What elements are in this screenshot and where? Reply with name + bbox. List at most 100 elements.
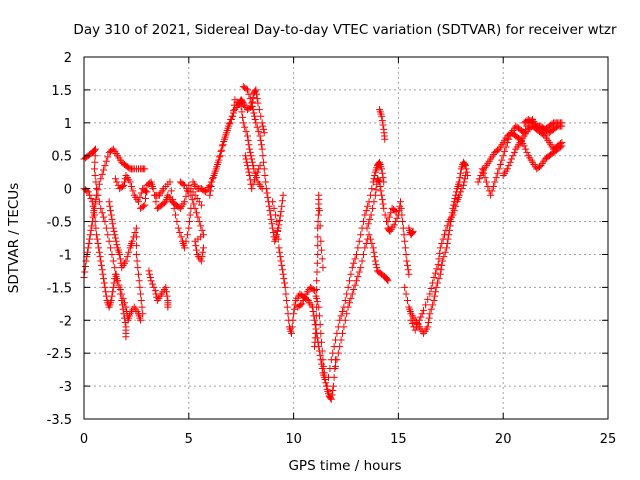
data-point xyxy=(501,147,509,155)
data-point xyxy=(315,191,323,199)
data-point xyxy=(257,136,265,144)
data-point xyxy=(242,85,250,93)
data-point xyxy=(152,198,160,206)
data-point xyxy=(243,132,251,140)
data-point xyxy=(314,211,322,219)
data-point xyxy=(343,310,351,318)
data-point xyxy=(391,207,399,215)
data-point xyxy=(384,277,392,285)
data-point xyxy=(361,244,369,252)
data-point xyxy=(477,171,485,179)
y-tick-label: 1 xyxy=(64,117,72,132)
data-point xyxy=(441,231,449,239)
data-point xyxy=(267,215,275,223)
data-point xyxy=(216,153,224,161)
series-track-s xyxy=(363,175,413,278)
data-point xyxy=(129,187,137,195)
data-point xyxy=(86,235,94,243)
data-point xyxy=(379,200,387,208)
data-point xyxy=(206,191,214,199)
data-point xyxy=(452,202,460,210)
data-point xyxy=(318,255,326,263)
data-point xyxy=(243,86,251,94)
y-tick-label: -0.5 xyxy=(47,216,72,231)
data-point xyxy=(313,268,321,276)
data-point xyxy=(192,209,200,217)
data-point xyxy=(282,290,290,298)
series-track-aa xyxy=(499,122,566,179)
data-point xyxy=(219,141,227,149)
data-point xyxy=(252,86,260,94)
data-point xyxy=(134,198,142,206)
data-point xyxy=(314,233,322,241)
data-point xyxy=(115,283,123,291)
data-point xyxy=(98,209,106,217)
x-tick-label: 15 xyxy=(390,432,407,447)
data-point xyxy=(218,146,226,154)
data-point xyxy=(390,221,398,229)
data-point xyxy=(126,178,134,186)
data-point xyxy=(441,248,449,256)
data-point xyxy=(309,307,317,315)
data-point xyxy=(431,288,439,296)
data-point xyxy=(102,224,110,232)
data-point xyxy=(141,195,149,203)
data-point xyxy=(112,237,120,245)
chart-title: Day 310 of 2021, Sidereal Day-to-day VTE… xyxy=(73,22,617,38)
data-point xyxy=(90,209,98,217)
data-point xyxy=(151,287,159,295)
data-point xyxy=(381,135,389,143)
data-point xyxy=(107,244,115,252)
data-point xyxy=(217,147,225,155)
data-point xyxy=(427,284,435,292)
data-point xyxy=(245,90,253,98)
data-point xyxy=(109,288,117,296)
data-point xyxy=(125,248,133,256)
data-point xyxy=(97,175,105,183)
data-point xyxy=(274,235,282,243)
data-point xyxy=(491,178,499,186)
data-point xyxy=(336,343,344,351)
data-point xyxy=(435,275,443,283)
data-point xyxy=(370,248,378,256)
data-point xyxy=(357,231,365,239)
data-point xyxy=(87,195,95,203)
series-track-c xyxy=(80,145,149,281)
x-tick-label: 10 xyxy=(285,432,302,447)
data-point xyxy=(239,119,247,127)
data-point xyxy=(262,178,270,186)
data-point xyxy=(145,267,153,275)
y-tick-labels: -3.5 -3 -2.5 -2 -1.5 -1 -0.5 0 0.5 1 1.5 2 xyxy=(47,51,72,428)
data-point xyxy=(181,198,189,206)
data-point xyxy=(315,207,323,215)
data-point xyxy=(435,255,443,263)
data-point xyxy=(95,244,103,252)
grid-layer xyxy=(84,57,608,419)
data-point xyxy=(107,211,115,219)
data-point xyxy=(133,257,141,265)
data-point xyxy=(111,264,119,272)
data-point xyxy=(327,394,335,402)
data-point xyxy=(433,265,441,273)
data-point xyxy=(362,207,370,215)
data-point xyxy=(318,246,326,254)
data-point xyxy=(366,215,374,223)
data-point xyxy=(246,145,254,153)
data-point xyxy=(414,320,422,328)
data-point xyxy=(378,112,386,120)
data-point xyxy=(328,391,336,399)
data-point xyxy=(520,142,528,150)
data-point xyxy=(510,148,518,156)
data-point xyxy=(141,201,149,209)
x-tick-label: 5 xyxy=(185,432,193,447)
data-point xyxy=(108,250,116,258)
data-point xyxy=(408,229,416,237)
data-point xyxy=(379,121,387,129)
data-point xyxy=(364,202,372,210)
series-track-w xyxy=(407,171,469,334)
data-point xyxy=(216,152,224,160)
data-point xyxy=(220,135,228,143)
series-track-g xyxy=(145,267,172,311)
data-point xyxy=(370,198,378,206)
data-point xyxy=(322,379,330,387)
